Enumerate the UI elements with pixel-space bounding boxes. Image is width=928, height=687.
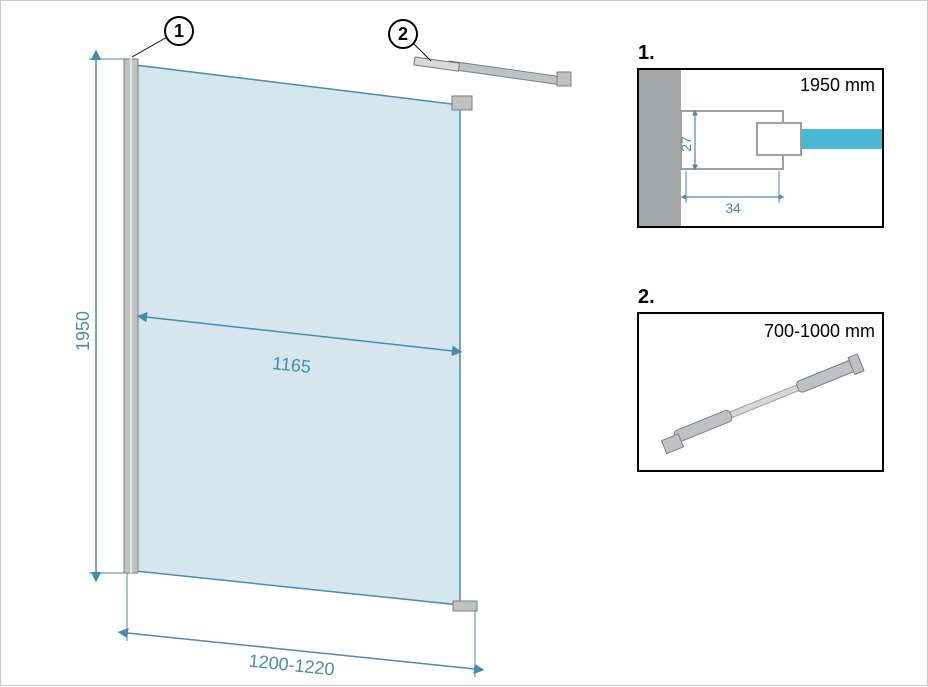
detail2-title: 2. — [638, 286, 655, 308]
main-svg: 1 2 1950 1165 1200-1220 1. — [1, 1, 928, 687]
dim-height: 1950 — [73, 59, 126, 573]
total-width-label: 1200-1220 — [248, 651, 336, 680]
wall-profile — [124, 59, 138, 573]
detail1-top-label: 1950 mm — [800, 75, 875, 95]
detail1-w-dim: 34 — [725, 200, 741, 216]
detail2-label: 700-1000 mm — [764, 321, 875, 341]
main-figure: 1 2 1950 1165 1200-1220 — [73, 17, 571, 679]
detail1-title: 1. — [638, 42, 655, 64]
diagram-root: { "colors": { "dim_color": "#4b8aac", "p… — [0, 0, 928, 686]
callout-2-num: 2 — [398, 24, 408, 44]
callout-1: 1 — [132, 17, 193, 57]
detail1-inner-profile — [757, 123, 801, 155]
support-bar — [414, 57, 571, 86]
bar-clamp — [452, 96, 472, 110]
glass-panel — [135, 65, 460, 605]
detail-1: 1. 1950 mm 27 34 — [638, 42, 883, 227]
glass-width-label: 1165 — [271, 353, 312, 377]
height-label: 1950 — [73, 311, 93, 351]
detail1-h-dim: 27 — [678, 136, 694, 152]
detail1-wall — [639, 70, 681, 226]
callout-1-num: 1 — [174, 21, 184, 41]
callout-2: 2 — [389, 20, 431, 61]
detail-2: 2. 700-1000 mm — [638, 286, 883, 471]
floor-mount — [453, 601, 477, 611]
